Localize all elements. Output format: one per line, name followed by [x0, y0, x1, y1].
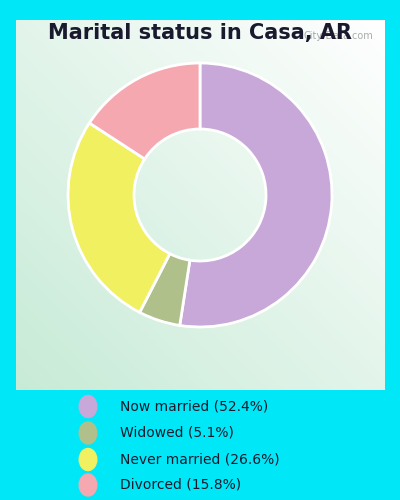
Text: Divorced (15.8%): Divorced (15.8%) — [120, 478, 241, 492]
Text: Never married (26.6%): Never married (26.6%) — [120, 452, 280, 466]
Text: Widowed (5.1%): Widowed (5.1%) — [120, 426, 234, 440]
Text: City-Data.com: City-Data.com — [303, 31, 373, 41]
Wedge shape — [89, 63, 200, 159]
Wedge shape — [180, 63, 332, 327]
Text: Marital status in Casa, AR: Marital status in Casa, AR — [48, 22, 352, 42]
Text: Now married (52.4%): Now married (52.4%) — [120, 400, 268, 413]
Wedge shape — [68, 123, 170, 312]
Wedge shape — [140, 254, 190, 326]
